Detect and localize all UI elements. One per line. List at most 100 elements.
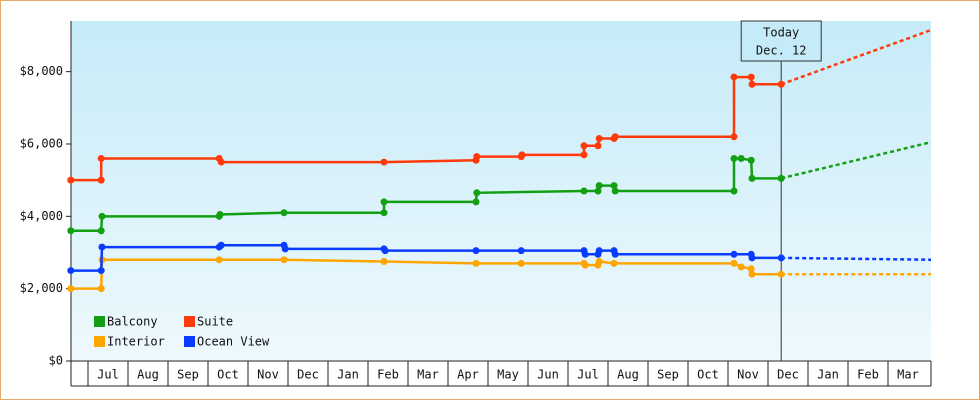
price-point [67, 267, 75, 275]
price-point [611, 187, 619, 195]
legend-label: Balcony [107, 315, 158, 329]
price-point [747, 265, 755, 273]
price-point [472, 247, 480, 255]
price-point [518, 151, 526, 159]
price-point [473, 189, 481, 197]
price-point [737, 154, 745, 162]
price-point [381, 247, 389, 255]
legend-swatch [184, 316, 195, 327]
x-tick-label: Jan [817, 368, 839, 382]
price-point [748, 174, 756, 182]
today-label: Dec. 12 [756, 44, 807, 58]
price-point [581, 250, 589, 258]
price-point [472, 259, 480, 267]
price-point [730, 187, 738, 195]
y-tick-label: $6,000 [20, 136, 63, 150]
price-point [67, 227, 75, 235]
price-point [216, 211, 224, 219]
price-point [777, 254, 785, 262]
price-point [217, 241, 225, 249]
projection-line [781, 256, 932, 261]
price-point [380, 258, 388, 266]
price-point [748, 270, 756, 278]
x-tick-label: Feb [377, 368, 399, 382]
price-point [748, 254, 756, 262]
price-point [580, 151, 588, 159]
legend-label: Interior [107, 335, 165, 349]
price-point [737, 263, 745, 271]
legend-label: Ocean View [197, 335, 270, 349]
price-point [594, 187, 602, 195]
price-point [580, 187, 588, 195]
x-tick-label: Apr [457, 368, 479, 382]
price-point [280, 209, 288, 217]
plot-area [71, 21, 931, 361]
price-point [217, 158, 225, 166]
price-point [472, 198, 480, 206]
x-tick-label: Jul [97, 368, 119, 382]
price-point [748, 80, 756, 88]
price-point [215, 256, 223, 264]
price-point [747, 156, 755, 164]
x-tick-label: Jul [577, 368, 599, 382]
price-point [730, 250, 738, 258]
price-point [595, 247, 603, 255]
projection-line [780, 28, 932, 86]
price-point [97, 267, 105, 275]
x-tick-label: Nov [737, 368, 759, 382]
x-tick-label: Jan [337, 368, 359, 382]
today-box [740, 20, 822, 62]
price-point [380, 198, 388, 206]
legend-swatch [184, 336, 195, 347]
price-point [517, 247, 525, 255]
price-point [595, 258, 603, 266]
price-point [517, 259, 525, 267]
y-tick-label: $2,000 [20, 281, 63, 295]
price-point [730, 73, 738, 81]
price-point [610, 182, 618, 190]
x-tick-label: Dec [777, 368, 799, 382]
price-point [595, 135, 603, 143]
price-point [595, 182, 603, 190]
x-tick-label: Jun [537, 368, 559, 382]
price-point [97, 154, 105, 162]
x-tick-label: Feb [857, 368, 879, 382]
legend-swatch [94, 316, 105, 327]
price-point [611, 133, 619, 141]
x-tick-label: Oct [697, 368, 719, 382]
legend-swatch [94, 336, 105, 347]
price-point [473, 153, 481, 161]
legend-label: Suite [197, 315, 233, 329]
price-point [98, 243, 106, 251]
price-point [594, 142, 602, 150]
price-point [580, 142, 588, 150]
y-tick-label: $0 [49, 354, 63, 368]
price-point [67, 176, 75, 184]
x-tick-label: Aug [617, 368, 639, 382]
price-point [777, 270, 785, 278]
price-point [281, 245, 289, 253]
price-point [610, 259, 618, 267]
x-tick-label: Nov [257, 368, 279, 382]
price-point [97, 176, 105, 184]
price-point [380, 158, 388, 166]
x-tick-label: Sep [177, 368, 199, 382]
price-point [97, 227, 105, 235]
x-tick-label: Mar [897, 368, 919, 382]
price-point [581, 261, 589, 269]
price-point [730, 133, 738, 141]
price-point [98, 212, 106, 220]
price-point [747, 73, 755, 81]
price-point [777, 174, 785, 182]
price-point [777, 80, 785, 88]
today-label: Today [763, 26, 799, 40]
x-tick-label: Mar [417, 368, 439, 382]
price-point [380, 209, 388, 217]
price-point [730, 259, 738, 267]
price-point [730, 154, 738, 162]
price-point [611, 250, 619, 258]
x-tick-label: May [497, 368, 519, 382]
x-tick-label: Oct [217, 368, 239, 382]
